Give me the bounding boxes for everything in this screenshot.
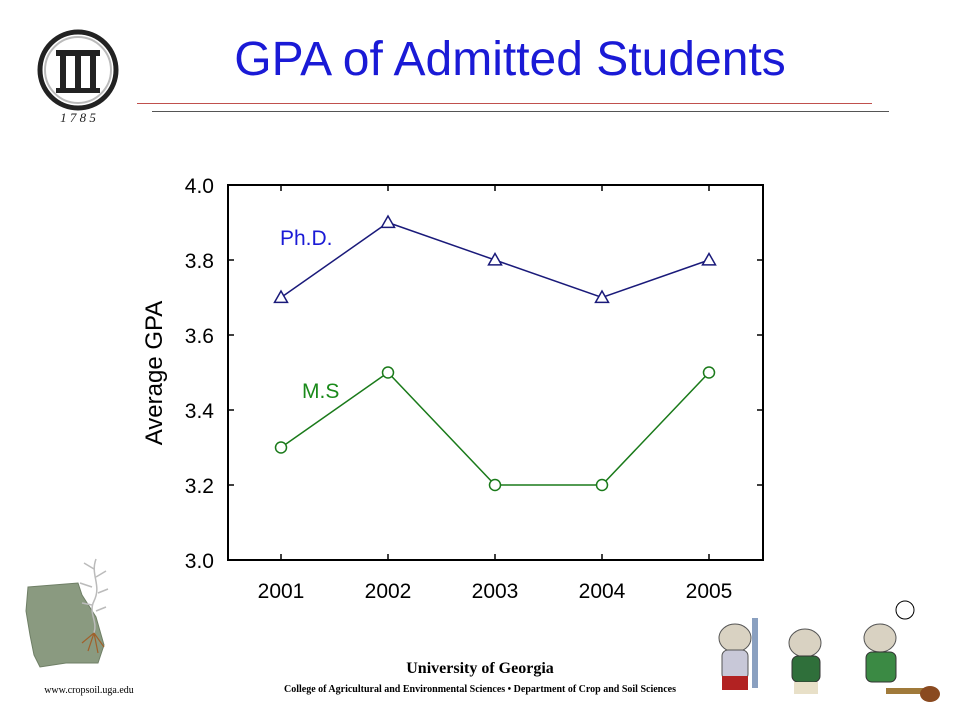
series-label-phd: Ph.D. bbox=[280, 227, 333, 250]
y-tick-label: 3.4 bbox=[185, 400, 215, 423]
phd-point-marker bbox=[273, 289, 289, 304]
footer-university: University of Georgia bbox=[406, 660, 554, 677]
page-title: GPA of Admitted Students bbox=[234, 33, 786, 86]
ms-point-marker bbox=[702, 366, 716, 379]
y-tick-label: 3.6 bbox=[185, 325, 214, 348]
university-arch-logo: 1 7 8 5 bbox=[37, 29, 119, 125]
title-divider-black bbox=[152, 111, 889, 112]
footer-url: www.cropsoil.uga.edu bbox=[44, 685, 134, 696]
x-tick-label: 2001 bbox=[258, 580, 305, 603]
x-tick-label: 2004 bbox=[579, 580, 626, 603]
bulldog-mascots-image bbox=[718, 600, 940, 702]
phd-point-marker bbox=[701, 251, 717, 266]
x-tick-label: 2002 bbox=[365, 580, 412, 603]
series-label-ms: M.S bbox=[302, 380, 339, 403]
y-axis-label: Average GPA bbox=[141, 301, 168, 446]
y-tick-label: 3.0 bbox=[185, 550, 214, 573]
ms-point-marker bbox=[381, 366, 395, 379]
ms-point-marker bbox=[274, 441, 288, 454]
footer-department: College of Agricultural and Environmenta… bbox=[283, 684, 676, 695]
series-line-ms bbox=[280, 371, 710, 486]
y-tick-label: 4.0 bbox=[185, 175, 214, 198]
title-divider-red bbox=[137, 103, 872, 104]
x-tick-label: 2005 bbox=[686, 580, 733, 603]
phd-point-marker bbox=[487, 251, 503, 266]
logo-year: 1 7 8 5 bbox=[60, 110, 96, 125]
phd-point-marker bbox=[594, 289, 610, 304]
y-tick-label: 3.8 bbox=[185, 250, 214, 273]
ms-point-marker bbox=[595, 478, 609, 492]
georgia-map-plant-image bbox=[25, 558, 109, 668]
y-tick-label: 3.2 bbox=[185, 475, 214, 498]
phd-point-marker bbox=[380, 214, 396, 229]
ms-point-marker bbox=[488, 478, 502, 492]
x-tick-label: 2003 bbox=[472, 580, 519, 603]
